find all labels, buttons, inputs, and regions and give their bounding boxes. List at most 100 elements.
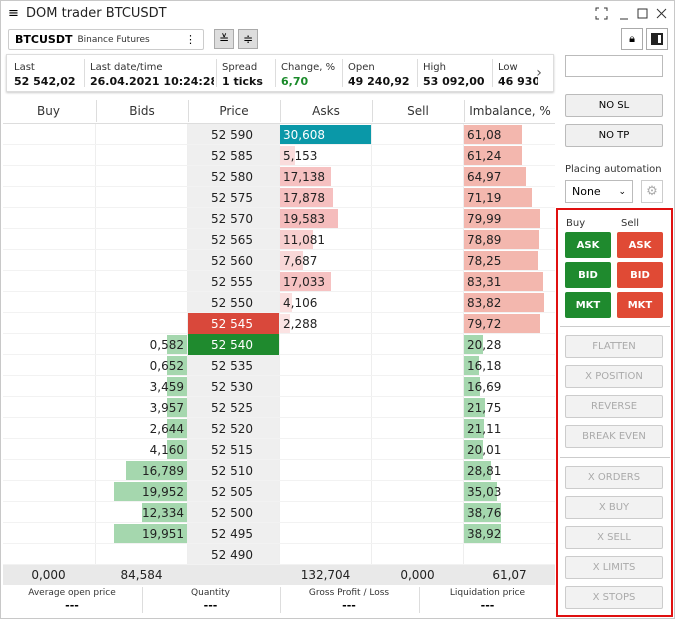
imbalance-value: 61,08 [467, 127, 502, 142]
price-cell: 52 590 [211, 127, 253, 142]
ask-volume-bar [280, 314, 290, 333]
separator [560, 457, 670, 458]
stat-value: 49 240,92 [348, 74, 410, 88]
imbalance-value: 16,69 [467, 379, 502, 394]
order-button[interactable]: X STOPS [565, 586, 663, 609]
stats-scroll-arrow[interactable]: › [536, 65, 542, 81]
bid-volume: 0,652 [149, 358, 184, 373]
column-divider [187, 124, 188, 564]
footer-value: --- [65, 598, 79, 612]
dom-header [3, 98, 555, 124]
settings-button[interactable]: ⚙ [641, 180, 663, 203]
order-button[interactable]: X LIMITS [565, 556, 663, 579]
center-button[interactable]: ≚ [214, 29, 234, 49]
bid-volume: 2,644 [149, 421, 184, 436]
sell-button[interactable]: MKT [617, 292, 663, 318]
imbalance-value: 38,76 [467, 505, 502, 520]
column-header: Sell [372, 100, 463, 122]
row-line [3, 165, 555, 166]
imbalance-value: 16,18 [467, 358, 502, 373]
price-cell: 52 495 [211, 526, 253, 541]
column-header: Buy [37, 104, 60, 118]
position-button[interactable]: X POSITION [565, 365, 663, 388]
ask-volume: 19,583 [283, 211, 325, 226]
ask-volume: 2,288 [283, 316, 318, 331]
imbalance-bar [464, 272, 544, 291]
column-divider [463, 124, 464, 564]
ask-volume: 30,608 [283, 127, 325, 142]
bid-volume: 16,789 [142, 463, 184, 478]
row-line [3, 459, 555, 460]
imbalance-value: 20,28 [467, 337, 502, 352]
imbalance-bar [464, 419, 485, 438]
total-asks: 132,704 [300, 567, 351, 582]
position-button[interactable]: REVERSE [565, 395, 663, 418]
price-cell: 52 580 [211, 169, 253, 184]
stat-label: Last [14, 61, 35, 73]
window-title: DOM trader BTCUSDT [26, 5, 167, 21]
position-button[interactable]: BREAK EVEN [565, 425, 663, 448]
row-line [3, 417, 555, 418]
window-controls[interactable] [594, 6, 670, 22]
total-buy: 0,000 [31, 567, 66, 582]
price-cell: 52 545 [188, 313, 279, 334]
order-button[interactable]: X ORDERS [565, 466, 663, 489]
price-cell: 52 585 [211, 148, 253, 163]
ask-volume-bar [280, 293, 293, 312]
bid-volume-bar [167, 377, 187, 396]
price-cell: 52 555 [211, 274, 253, 289]
separator [560, 326, 670, 327]
bid-volume-bar [167, 398, 187, 417]
imbalance-value: 79,72 [467, 316, 502, 331]
position-button[interactable]: FLATTEN [565, 335, 663, 358]
imbalance-value: 78,25 [467, 253, 502, 268]
price-cell: 52 490 [211, 547, 253, 562]
stat-value: 26.04.2021 10:24:28 [90, 74, 214, 88]
stat-separator [84, 59, 85, 87]
no-sl-button[interactable]: NO SL [565, 94, 663, 117]
buy-button[interactable]: MKT [565, 292, 611, 318]
sell-button[interactable]: ASK [617, 232, 663, 258]
footer-label: Liquidation price [449, 587, 526, 598]
ask-volume: 17,033 [283, 274, 325, 289]
lock-button[interactable]: 🔒︎ [621, 28, 643, 50]
ask-volume: 5,153 [283, 148, 318, 163]
automation-select[interactable]: None ⌄ [565, 180, 633, 203]
imbalance-bar [464, 440, 483, 459]
ask-volume: 17,138 [283, 169, 325, 184]
imbalance-bar [464, 125, 523, 144]
price-cell: 52 550 [211, 295, 253, 310]
price-cell: 52 565 [211, 232, 253, 247]
symbol: BTCUSDT [15, 33, 73, 46]
bid-volume: 3,459 [149, 379, 184, 394]
imbalance-value: 79,99 [467, 211, 502, 226]
order-button[interactable]: X BUY [565, 496, 663, 519]
quantity-input[interactable] [565, 55, 663, 77]
ask-volume: 4,106 [283, 295, 318, 310]
row-line [3, 249, 555, 250]
price-cell: 52 540 [188, 334, 279, 355]
buy-button[interactable]: BID [565, 262, 611, 288]
row-line [3, 354, 555, 355]
sell-button[interactable]: BID [617, 262, 663, 288]
no-tp-button[interactable]: NO TP [565, 124, 663, 147]
layout-button[interactable] [646, 28, 668, 50]
row-line [3, 186, 555, 187]
collapse-button[interactable]: ≑ [238, 29, 258, 49]
row-line [3, 543, 555, 544]
ask-volume-bar [280, 251, 303, 270]
exchange: Binance Futures [77, 34, 150, 45]
menu-icon[interactable]: ≡ [8, 5, 19, 21]
footer-divider [141, 587, 143, 613]
buy-button[interactable]: ASK [565, 232, 611, 258]
bid-volume-bar [167, 356, 187, 375]
symbol-selector[interactable]: BTCUSDT Binance Futures ⋮ [8, 29, 204, 50]
total-imbalance: 61,07 [492, 567, 527, 582]
imbalance-value: 38,92 [467, 526, 502, 541]
order-button[interactable]: X SELL [565, 526, 663, 549]
column-header: Imbalance, % [464, 100, 555, 122]
bid-volume: 19,951 [142, 526, 184, 541]
stat-label: Change, % [281, 61, 336, 73]
bid-volume-bar [142, 503, 187, 522]
imbalance-bar [464, 398, 485, 417]
